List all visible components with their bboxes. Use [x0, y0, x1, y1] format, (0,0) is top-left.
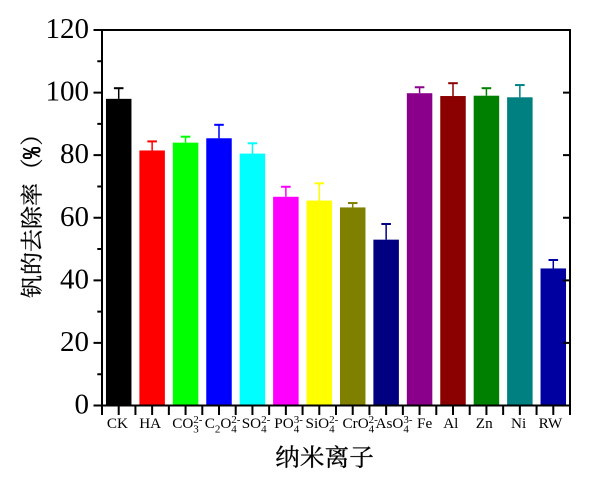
svg-text:4: 4 [231, 424, 237, 436]
svg-text:2-: 2- [369, 414, 379, 426]
svg-text:2-: 2- [329, 414, 339, 426]
svg-text:2-: 2- [193, 414, 203, 426]
svg-text:CrO: CrO [343, 415, 369, 432]
svg-text:3-: 3- [294, 414, 304, 426]
svg-text:40: 40 [60, 263, 89, 295]
svg-text:60: 60 [60, 201, 89, 233]
svg-text:SO: SO [242, 415, 261, 432]
svg-text:CO: CO [172, 415, 193, 432]
svg-text:SiO: SiO [306, 415, 330, 432]
svg-text:100: 100 [46, 76, 90, 108]
svg-text:2-: 2- [261, 414, 271, 426]
svg-text:80: 80 [60, 138, 89, 170]
svg-text:3: 3 [193, 424, 199, 436]
svg-text:CK: CK [107, 415, 128, 432]
svg-text:HA: HA [139, 415, 161, 432]
svg-text:4: 4 [369, 424, 375, 436]
svg-text:Ni: Ni [511, 415, 526, 432]
svg-text:AsO: AsO [376, 415, 404, 432]
svg-text:PO: PO [274, 415, 293, 432]
svg-text:3-: 3- [403, 414, 413, 426]
svg-text:2-: 2- [231, 414, 241, 426]
svg-text:0: 0 [75, 389, 90, 421]
svg-text:O: O [220, 415, 231, 432]
svg-text:120: 120 [46, 13, 90, 45]
svg-text:4: 4 [403, 424, 409, 436]
svg-text:Zn: Zn [476, 415, 493, 432]
svg-text:C: C [205, 415, 215, 432]
svg-text:RW: RW [539, 415, 563, 432]
svg-text:Al: Al [443, 415, 458, 432]
svg-text:4: 4 [329, 424, 335, 436]
svg-text:4: 4 [261, 424, 267, 436]
svg-text:Fe: Fe [417, 415, 432, 432]
svg-text:20: 20 [60, 326, 89, 358]
svg-text:2: 2 [215, 424, 221, 436]
svg-text:4: 4 [294, 424, 300, 436]
